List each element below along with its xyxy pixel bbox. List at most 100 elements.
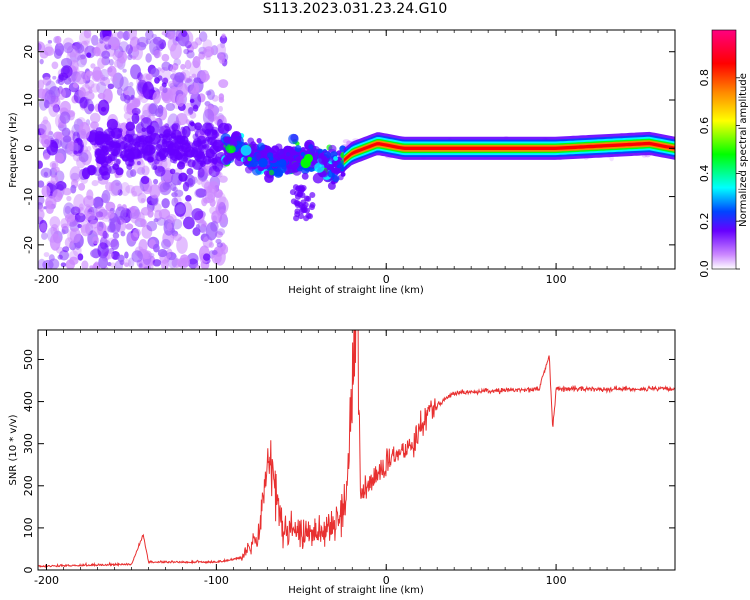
snr-x-axis-label: Height of straight line (km) xyxy=(288,585,424,596)
spectrogram-cell xyxy=(297,155,303,161)
spectrogram-cell xyxy=(187,178,194,186)
spectrogram-cell xyxy=(266,152,274,159)
spectrogram-cell xyxy=(89,112,101,124)
spectrogram-cell xyxy=(142,250,152,260)
spectrogram-cell xyxy=(161,53,170,62)
snr-x-tick-label: 0 xyxy=(383,574,390,587)
spectrogram-cell xyxy=(223,136,231,144)
spectrogram-cell xyxy=(153,127,159,132)
spectrogram-cell xyxy=(263,170,270,176)
spectrogram-cell xyxy=(138,263,143,268)
spectrogram-cell xyxy=(58,72,69,81)
spectrogram-cell xyxy=(91,180,99,187)
spectrogram-cell xyxy=(153,178,159,185)
snr-panel: -200 -100 0 100 0 100 200 300 400 500 Height of s… xyxy=(8,329,676,596)
spectrogram-cell xyxy=(288,133,299,145)
spectrogram-cell xyxy=(83,30,92,39)
spectrogram-cell xyxy=(125,121,136,132)
spectrogram-cell xyxy=(86,52,92,58)
spectrogram-cell xyxy=(163,219,174,236)
spectrogram-cell xyxy=(70,184,77,194)
spectrogram-cell xyxy=(102,230,108,239)
spectrogram-cell xyxy=(66,195,72,202)
figure-title: S113.2023.031.23.24.G10 xyxy=(262,1,448,17)
spectrogram-cell xyxy=(110,75,118,83)
spectrogram-cell xyxy=(92,66,102,81)
spectrogram-cell xyxy=(92,236,100,245)
spectrogram-cell xyxy=(77,223,82,229)
spectrogram-cell xyxy=(190,176,198,184)
spectrogram-cell xyxy=(155,143,163,151)
spectrogram-cell xyxy=(190,121,195,127)
spectrogram-cell xyxy=(131,55,137,60)
spectrogram-cell xyxy=(192,104,199,112)
spectrogram-cell xyxy=(112,163,120,170)
spectrogram-cell xyxy=(104,150,109,156)
spectrogram-cell xyxy=(57,254,63,260)
spectrogram-cell xyxy=(80,224,91,237)
spectrogram-cell xyxy=(332,174,340,183)
spectrogram-cell xyxy=(130,185,143,197)
spectrogram-cell xyxy=(43,152,50,160)
spectrogram-cell xyxy=(100,160,109,168)
spectrogram-cell xyxy=(223,123,232,132)
spectrogram-cell xyxy=(107,261,112,267)
spectrogram-cell xyxy=(159,154,167,161)
spectrogram-cell xyxy=(198,31,208,42)
spectrogram-cell xyxy=(215,201,226,216)
spectrogram-cell xyxy=(152,259,162,267)
spectrogram-cell xyxy=(54,42,65,56)
spectrogram-cell xyxy=(51,61,59,70)
spectrogram-cell xyxy=(41,185,51,198)
spectrogram-cell xyxy=(70,206,81,216)
spectrogram-cell xyxy=(183,48,190,55)
spectrogram-cell xyxy=(73,144,81,151)
spectrogram-cell xyxy=(81,260,89,269)
spectrogram-cell xyxy=(192,176,198,181)
spectrogram-y-tick-label: 20 xyxy=(22,45,35,59)
spectrogram-cell xyxy=(176,258,188,268)
spectrogram-y-tick-label: 0 xyxy=(22,145,35,152)
spectrogram-cell xyxy=(161,198,170,209)
spectrogram-frame xyxy=(37,29,676,270)
spectrogram-cell xyxy=(123,90,129,95)
spectrogram-cell xyxy=(308,144,314,150)
spectrogram-cell xyxy=(125,223,134,230)
spectrogram-cell xyxy=(116,87,123,96)
spectrogram-cell xyxy=(75,70,88,85)
spectrogram-cell xyxy=(174,72,185,83)
spectrogram-cell xyxy=(140,175,150,185)
spectrogram-cell xyxy=(78,152,89,163)
snr-x-tick-label: -200 xyxy=(34,574,59,587)
spectrogram-cell xyxy=(328,144,337,154)
spectrogram-cell xyxy=(183,77,190,83)
spectrogram-cell xyxy=(115,158,122,165)
spectrogram-cell xyxy=(162,182,171,191)
spectrogram-cell xyxy=(145,73,154,81)
spectrogram-cell xyxy=(142,81,155,100)
spectrogram-cell xyxy=(244,165,253,174)
spectrogram-cell xyxy=(166,222,173,232)
spectrogram-cell xyxy=(193,77,201,83)
spectrogram-cell xyxy=(131,98,141,108)
spectrogram-cell xyxy=(91,34,99,46)
spectrogram-cell xyxy=(150,67,160,78)
spectrogram-cell xyxy=(258,157,268,168)
spectrogram-cell xyxy=(192,55,201,69)
spectrogram-x-tick-label: -200 xyxy=(34,273,59,286)
spectrogram-cell xyxy=(240,144,252,156)
spectrogram-cell xyxy=(152,36,163,45)
spectrogram-cell xyxy=(300,199,307,206)
spectrogram-cell xyxy=(157,249,168,258)
spectrogram-cell xyxy=(123,258,131,267)
spectrogram-cell xyxy=(97,57,106,70)
spectrogram-cell xyxy=(54,166,60,173)
spectrogram-cell xyxy=(60,57,73,68)
spectrogram-cell xyxy=(169,168,176,175)
spectrogram-cell xyxy=(342,139,350,144)
spectrogram-cell xyxy=(111,148,119,157)
spectrogram-cell xyxy=(90,63,96,69)
spectrogram-cell xyxy=(189,98,195,104)
spectrogram-cell xyxy=(131,113,140,124)
